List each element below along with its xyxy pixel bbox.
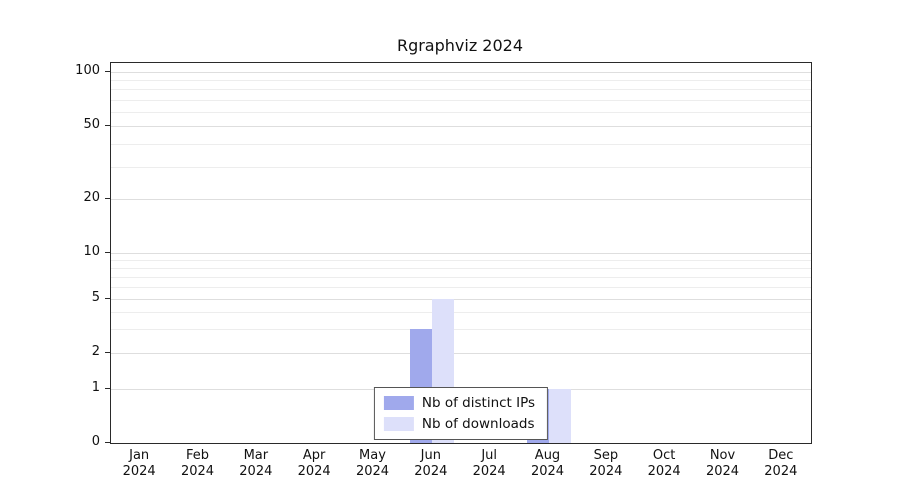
gridline-minor (111, 111, 811, 113)
legend-label: Nb of downloads (421, 416, 535, 432)
x-tick-label: Feb 2024 (180, 448, 215, 479)
gridline-major (111, 72, 811, 74)
legend-item: Nb of distinct IPs (383, 395, 536, 411)
gridline-minor (111, 312, 811, 314)
legend-swatch-downloads (383, 417, 414, 431)
gridline-minor (111, 99, 811, 101)
x-tick-label: Apr 2024 (297, 448, 331, 479)
x-tick-label: Sep 2024 (589, 448, 623, 479)
gridline-minor (111, 259, 811, 261)
gridline-major (111, 298, 811, 300)
y-tick-mark (105, 198, 110, 200)
gridline-major (111, 352, 811, 354)
gridline-minor (111, 329, 811, 331)
x-tick-label: Jul 2024 (472, 448, 506, 479)
x-tick-label: May 2024 (355, 448, 390, 479)
y-tick-label: 1 (91, 380, 100, 396)
x-tick-label: Nov 2024 (705, 448, 740, 479)
x-tick-label: Jun 2024 (414, 448, 448, 479)
gridline-major (111, 199, 811, 201)
gridline-minor (111, 286, 811, 288)
y-tick-mark (105, 388, 110, 390)
legend-swatch-distinct-ips (383, 396, 414, 410)
y-tick-label: 20 (83, 190, 100, 206)
x-tick-label: Dec 2024 (764, 448, 798, 479)
x-tick-label: Mar 2024 (239, 448, 273, 479)
y-tick-mark (105, 442, 110, 443)
y-tick-mark (105, 252, 110, 253)
legend-label: Nb of distinct IPs (421, 395, 536, 411)
y-tick-label: 0 (91, 434, 100, 449)
y-tick-label: 2 (91, 343, 100, 359)
gridline-minor (111, 143, 811, 145)
y-tick-label: 5 (91, 289, 100, 305)
gridline-minor (111, 276, 811, 278)
gridline-major (111, 253, 811, 254)
y-tick-mark (105, 351, 110, 353)
gridline-minor (111, 267, 811, 269)
y-tick-mark (105, 125, 110, 127)
legend-item: Nb of downloads (383, 416, 535, 432)
bar-downloads (548, 389, 571, 443)
x-tick-label: Oct 2024 (647, 448, 681, 479)
gridline-minor (111, 80, 811, 82)
gridline-minor (111, 166, 811, 168)
legend: Nb of distinct IPs Nb of downloads (373, 387, 549, 440)
y-tick-mark (105, 297, 110, 299)
y-tick-label: 50 (83, 117, 100, 133)
gridline-minor (111, 89, 811, 91)
chart-title: Rgraphviz 2024 (396, 36, 524, 55)
gridline-major (111, 126, 811, 128)
y-tick-label: 100 (75, 63, 100, 79)
x-tick-label: Jan 2024 (122, 448, 156, 479)
x-tick-label: Aug 2024 (530, 448, 565, 479)
y-tick-label: 10 (83, 244, 100, 259)
y-tick-mark (105, 71, 110, 73)
plot-area: Nb of distinct IPs Nb of downloads (110, 62, 812, 444)
